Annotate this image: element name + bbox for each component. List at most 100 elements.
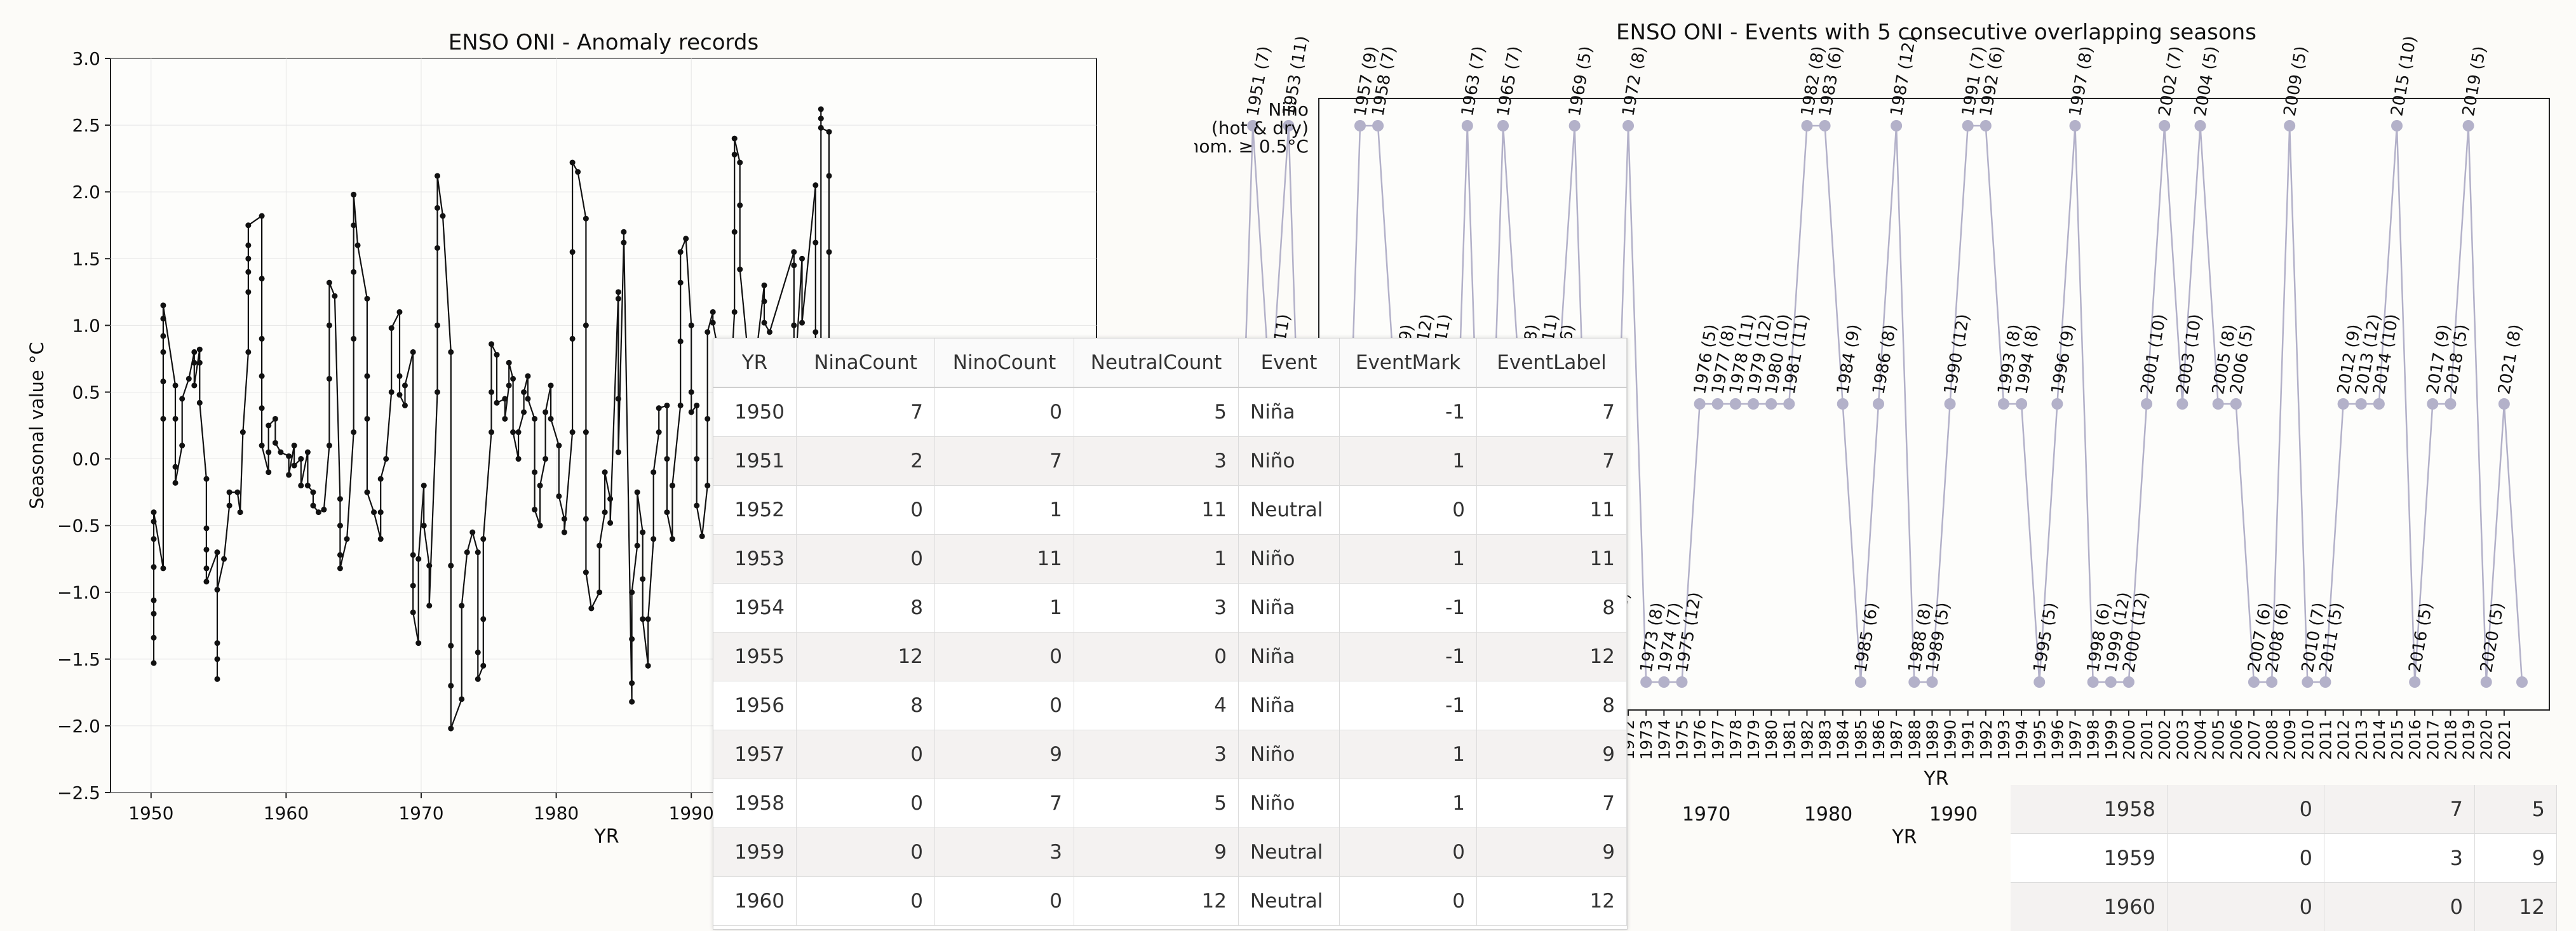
event-point [1372,120,1384,131]
anomaly-point [791,323,797,328]
event-point [2284,120,2295,131]
anomaly-point [435,173,440,178]
y-tick-label: −2.5 [57,782,100,803]
x-tick-label: 2018 [2441,720,2460,760]
anomaly-point [689,409,694,415]
event-point [1497,120,1509,131]
anomaly-point [259,213,265,219]
x-tick-label: 1973 [1637,720,1656,760]
anomaly-point [583,516,589,522]
anomaly-point [678,338,684,344]
anomaly-point [214,656,220,662]
column-header-ninacount[interactable]: NinaCount [797,338,935,387]
x-tick-label: 1983 [1816,720,1835,760]
anomaly-chart-title: ENSO ONI - Anomaly records [448,30,759,55]
anomaly-point [475,650,481,655]
event-point [1354,120,1366,131]
column-header-yr[interactable]: YR [713,338,797,387]
event-point [2176,398,2188,410]
anomaly-point [364,373,370,379]
anomaly-point [570,336,576,342]
table-cell: 2 [797,437,935,486]
anomaly-point [351,192,356,198]
anomaly-point [421,483,427,488]
anomaly-point [602,509,608,515]
anomaly-point [607,520,613,526]
x-tick-label: 2006 [2227,720,2246,760]
anomaly-point [396,373,402,379]
anomaly-y-axis-label: Seasonal value °C [26,342,48,509]
anomaly-point [651,469,656,475]
column-header-ninocount[interactable]: NinoCount [935,338,1074,387]
data-table-grid: YR NinaCount NinoCount NeutralCount Even… [713,338,1627,926]
anomaly-point [321,507,327,512]
background-chart-axis: 1970 1980 1990 YR [1682,803,1978,848]
table-cell: 1 [1340,535,1477,584]
x-tick-label: 1997 [2067,720,2085,760]
anomaly-point [160,416,166,422]
x-tick-label: 1984 [1834,720,1852,760]
anomaly-point [516,429,522,435]
anomaly-point [426,563,432,568]
anomaly-point [351,429,356,435]
anomaly-point [238,509,243,515]
events-x-axis-label: YR [1923,768,1948,790]
table-cell: 8 [1477,681,1627,730]
y-tick-label: 0.0 [72,449,100,470]
anomaly-point [826,173,832,178]
anomaly-point [327,280,332,286]
anomaly-point [640,616,645,622]
table-cell: 3 [2324,834,2475,883]
table-row-index: 1951 [713,437,797,486]
anomaly-point [732,309,738,315]
x-tick-label: 2016 [2406,720,2424,760]
anomaly-point [151,509,157,515]
anomaly-point [525,373,530,379]
enso-data-table[interactable]: YR NinaCount NinoCount NeutralCount Even… [713,338,1628,930]
anomaly-point [459,696,464,702]
table-cell: Niña [1239,633,1340,681]
anomaly-point [464,549,470,555]
anomaly-point [351,336,356,342]
events-ylabel-line-3: Anom. ≥ 0.5°C [1194,136,1309,157]
anomaly-point [410,349,416,355]
table-row: 1959 0 3 9 [2011,834,2557,883]
event-point [1783,398,1795,410]
column-header-neutralcount[interactable]: NeutralCount [1074,338,1239,387]
table-row-index: 1960 [713,877,797,926]
column-header-eventmark[interactable]: EventMark [1340,338,1477,387]
x-tick-label: 1992 [1977,720,1995,760]
x-tick-label: 1990 [669,803,714,824]
x-tick-label: 1976 [1691,720,1709,760]
x-tick-label: 1970 [398,803,443,824]
anomaly-point [266,469,271,475]
x-tick-label: 2019 [2460,720,2478,760]
event-point [2373,398,2385,410]
table-cell: 8 [797,584,935,633]
event-point [2516,676,2528,688]
table-cell: 0 [797,779,935,828]
column-header-eventlabel[interactable]: EventLabel [1477,338,1627,387]
anomaly-point [761,320,767,326]
table-cell: 0 [797,730,935,779]
x-tick-label: 1982 [1798,720,1816,760]
table-cell: 7 [935,779,1074,828]
x-tick-label: 1994 [2013,720,2031,760]
anomaly-point [173,382,179,388]
anomaly-point [435,389,440,395]
column-header-event[interactable]: Event [1239,338,1340,387]
x-tick-label: 2017 [2424,720,2442,760]
anomaly-point [813,240,818,246]
anomaly-point [344,536,350,542]
